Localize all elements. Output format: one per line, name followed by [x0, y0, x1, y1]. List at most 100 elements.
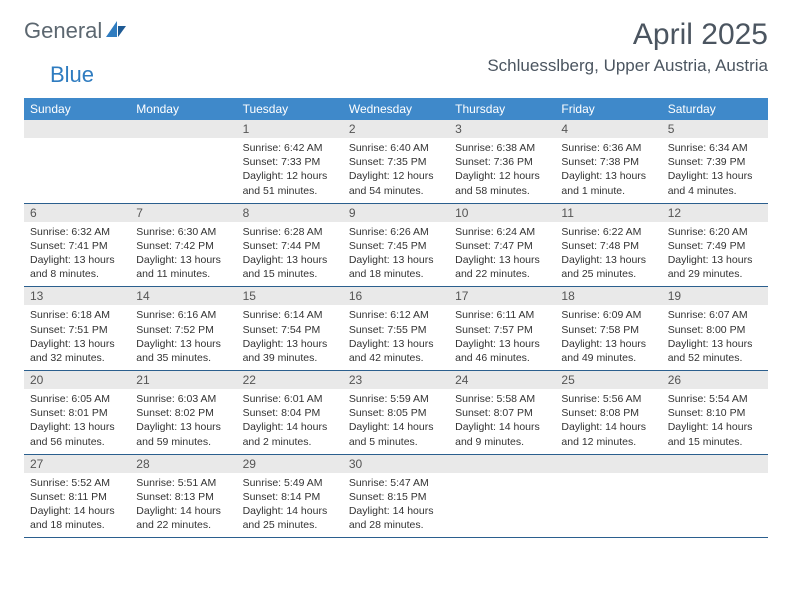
day-number: 11: [555, 204, 661, 222]
day-cell: 24Sunrise: 5:58 AMSunset: 8:07 PMDayligh…: [449, 371, 555, 455]
month-title: April 2025: [487, 18, 768, 52]
week-row: 20Sunrise: 6:05 AMSunset: 8:01 PMDayligh…: [24, 371, 768, 455]
day-details: Sunrise: 6:36 AMSunset: 7:38 PMDaylight:…: [555, 138, 661, 203]
day-details: Sunrise: 5:47 AMSunset: 8:15 PMDaylight:…: [343, 473, 449, 538]
day-number: 24: [449, 371, 555, 389]
day-cell: 23Sunrise: 5:59 AMSunset: 8:05 PMDayligh…: [343, 371, 449, 455]
day-details: Sunrise: 6:12 AMSunset: 7:55 PMDaylight:…: [343, 305, 449, 370]
day-number: 17: [449, 287, 555, 305]
day-details: Sunrise: 6:28 AMSunset: 7:44 PMDaylight:…: [237, 222, 343, 287]
day-cell: 1Sunrise: 6:42 AMSunset: 7:33 PMDaylight…: [237, 120, 343, 203]
day-cell: 8Sunrise: 6:28 AMSunset: 7:44 PMDaylight…: [237, 203, 343, 287]
day-details: Sunrise: 6:38 AMSunset: 7:36 PMDaylight:…: [449, 138, 555, 203]
day-details: Sunrise: 5:56 AMSunset: 8:08 PMDaylight:…: [555, 389, 661, 454]
day-cell: 5Sunrise: 6:34 AMSunset: 7:39 PMDaylight…: [662, 120, 768, 203]
day-cell: 10Sunrise: 6:24 AMSunset: 7:47 PMDayligh…: [449, 203, 555, 287]
day-number: 16: [343, 287, 449, 305]
day-number: 27: [24, 455, 130, 473]
day-number: 14: [130, 287, 236, 305]
day-number: 13: [24, 287, 130, 305]
day-details: Sunrise: 6:14 AMSunset: 7:54 PMDaylight:…: [237, 305, 343, 370]
day-details: Sunrise: 5:54 AMSunset: 8:10 PMDaylight:…: [662, 389, 768, 454]
day-details: Sunrise: 6:20 AMSunset: 7:49 PMDaylight:…: [662, 222, 768, 287]
day-cell: [449, 454, 555, 538]
day-details: Sunrise: 6:34 AMSunset: 7:39 PMDaylight:…: [662, 138, 768, 203]
sail-icon: [106, 19, 128, 44]
week-row: 13Sunrise: 6:18 AMSunset: 7:51 PMDayligh…: [24, 287, 768, 371]
day-header: Monday: [130, 98, 236, 120]
day-cell: 18Sunrise: 6:09 AMSunset: 7:58 PMDayligh…: [555, 287, 661, 371]
day-details: Sunrise: 6:40 AMSunset: 7:35 PMDaylight:…: [343, 138, 449, 203]
day-details: Sunrise: 6:03 AMSunset: 8:02 PMDaylight:…: [130, 389, 236, 454]
day-header: Wednesday: [343, 98, 449, 120]
day-details: Sunrise: 6:32 AMSunset: 7:41 PMDaylight:…: [24, 222, 130, 287]
day-details: Sunrise: 6:22 AMSunset: 7:48 PMDaylight:…: [555, 222, 661, 287]
day-number: [24, 120, 130, 138]
day-number: 21: [130, 371, 236, 389]
day-details: Sunrise: 6:11 AMSunset: 7:57 PMDaylight:…: [449, 305, 555, 370]
day-details: Sunrise: 5:58 AMSunset: 8:07 PMDaylight:…: [449, 389, 555, 454]
day-cell: 27Sunrise: 5:52 AMSunset: 8:11 PMDayligh…: [24, 454, 130, 538]
day-cell: 4Sunrise: 6:36 AMSunset: 7:38 PMDaylight…: [555, 120, 661, 203]
day-details: Sunrise: 5:52 AMSunset: 8:11 PMDaylight:…: [24, 473, 130, 538]
day-header: Tuesday: [237, 98, 343, 120]
day-number: 7: [130, 204, 236, 222]
day-number: 15: [237, 287, 343, 305]
day-number: 6: [24, 204, 130, 222]
day-number: 1: [237, 120, 343, 138]
day-details: Sunrise: 5:49 AMSunset: 8:14 PMDaylight:…: [237, 473, 343, 538]
day-cell: 30Sunrise: 5:47 AMSunset: 8:15 PMDayligh…: [343, 454, 449, 538]
brand-part1: General: [24, 18, 102, 44]
day-number: [555, 455, 661, 473]
day-details: Sunrise: 6:05 AMSunset: 8:01 PMDaylight:…: [24, 389, 130, 454]
week-row: 27Sunrise: 5:52 AMSunset: 8:11 PMDayligh…: [24, 454, 768, 538]
day-details: Sunrise: 6:42 AMSunset: 7:33 PMDaylight:…: [237, 138, 343, 203]
day-details: Sunrise: 6:16 AMSunset: 7:52 PMDaylight:…: [130, 305, 236, 370]
day-number: 19: [662, 287, 768, 305]
day-number: [662, 455, 768, 473]
day-cell: 25Sunrise: 5:56 AMSunset: 8:08 PMDayligh…: [555, 371, 661, 455]
day-details: Sunrise: 6:26 AMSunset: 7:45 PMDaylight:…: [343, 222, 449, 287]
day-cell: 20Sunrise: 6:05 AMSunset: 8:01 PMDayligh…: [24, 371, 130, 455]
day-number: 25: [555, 371, 661, 389]
day-number: 23: [343, 371, 449, 389]
calendar-table: SundayMondayTuesdayWednesdayThursdayFrid…: [24, 98, 768, 538]
day-number: 10: [449, 204, 555, 222]
day-cell: 2Sunrise: 6:40 AMSunset: 7:35 PMDaylight…: [343, 120, 449, 203]
day-number: [449, 455, 555, 473]
day-number: 22: [237, 371, 343, 389]
day-number: 5: [662, 120, 768, 138]
day-details: Sunrise: 6:18 AMSunset: 7:51 PMDaylight:…: [24, 305, 130, 370]
day-number: 4: [555, 120, 661, 138]
day-details: Sunrise: 6:30 AMSunset: 7:42 PMDaylight:…: [130, 222, 236, 287]
day-number: 20: [24, 371, 130, 389]
day-cell: 21Sunrise: 6:03 AMSunset: 8:02 PMDayligh…: [130, 371, 236, 455]
day-number: 8: [237, 204, 343, 222]
location-text: Schluesslberg, Upper Austria, Austria: [487, 56, 768, 76]
day-number: 18: [555, 287, 661, 305]
day-cell: 9Sunrise: 6:26 AMSunset: 7:45 PMDaylight…: [343, 203, 449, 287]
week-row: 6Sunrise: 6:32 AMSunset: 7:41 PMDaylight…: [24, 203, 768, 287]
week-row: 1Sunrise: 6:42 AMSunset: 7:33 PMDaylight…: [24, 120, 768, 203]
day-cell: 17Sunrise: 6:11 AMSunset: 7:57 PMDayligh…: [449, 287, 555, 371]
day-cell: 28Sunrise: 5:51 AMSunset: 8:13 PMDayligh…: [130, 454, 236, 538]
day-cell: 3Sunrise: 6:38 AMSunset: 7:36 PMDaylight…: [449, 120, 555, 203]
day-details: Sunrise: 6:24 AMSunset: 7:47 PMDaylight:…: [449, 222, 555, 287]
day-cell: 22Sunrise: 6:01 AMSunset: 8:04 PMDayligh…: [237, 371, 343, 455]
day-details: Sunrise: 6:09 AMSunset: 7:58 PMDaylight:…: [555, 305, 661, 370]
day-header: Saturday: [662, 98, 768, 120]
day-cell: 12Sunrise: 6:20 AMSunset: 7:49 PMDayligh…: [662, 203, 768, 287]
day-cell: 7Sunrise: 6:30 AMSunset: 7:42 PMDaylight…: [130, 203, 236, 287]
day-number: 29: [237, 455, 343, 473]
day-details: Sunrise: 6:01 AMSunset: 8:04 PMDaylight:…: [237, 389, 343, 454]
day-header: Friday: [555, 98, 661, 120]
day-number: 9: [343, 204, 449, 222]
brand-part2: Blue: [50, 62, 94, 88]
day-details: Sunrise: 5:59 AMSunset: 8:05 PMDaylight:…: [343, 389, 449, 454]
day-cell: 15Sunrise: 6:14 AMSunset: 7:54 PMDayligh…: [237, 287, 343, 371]
day-header-row: SundayMondayTuesdayWednesdayThursdayFrid…: [24, 98, 768, 120]
day-cell: 13Sunrise: 6:18 AMSunset: 7:51 PMDayligh…: [24, 287, 130, 371]
day-number: 30: [343, 455, 449, 473]
day-number: 28: [130, 455, 236, 473]
day-number: 3: [449, 120, 555, 138]
